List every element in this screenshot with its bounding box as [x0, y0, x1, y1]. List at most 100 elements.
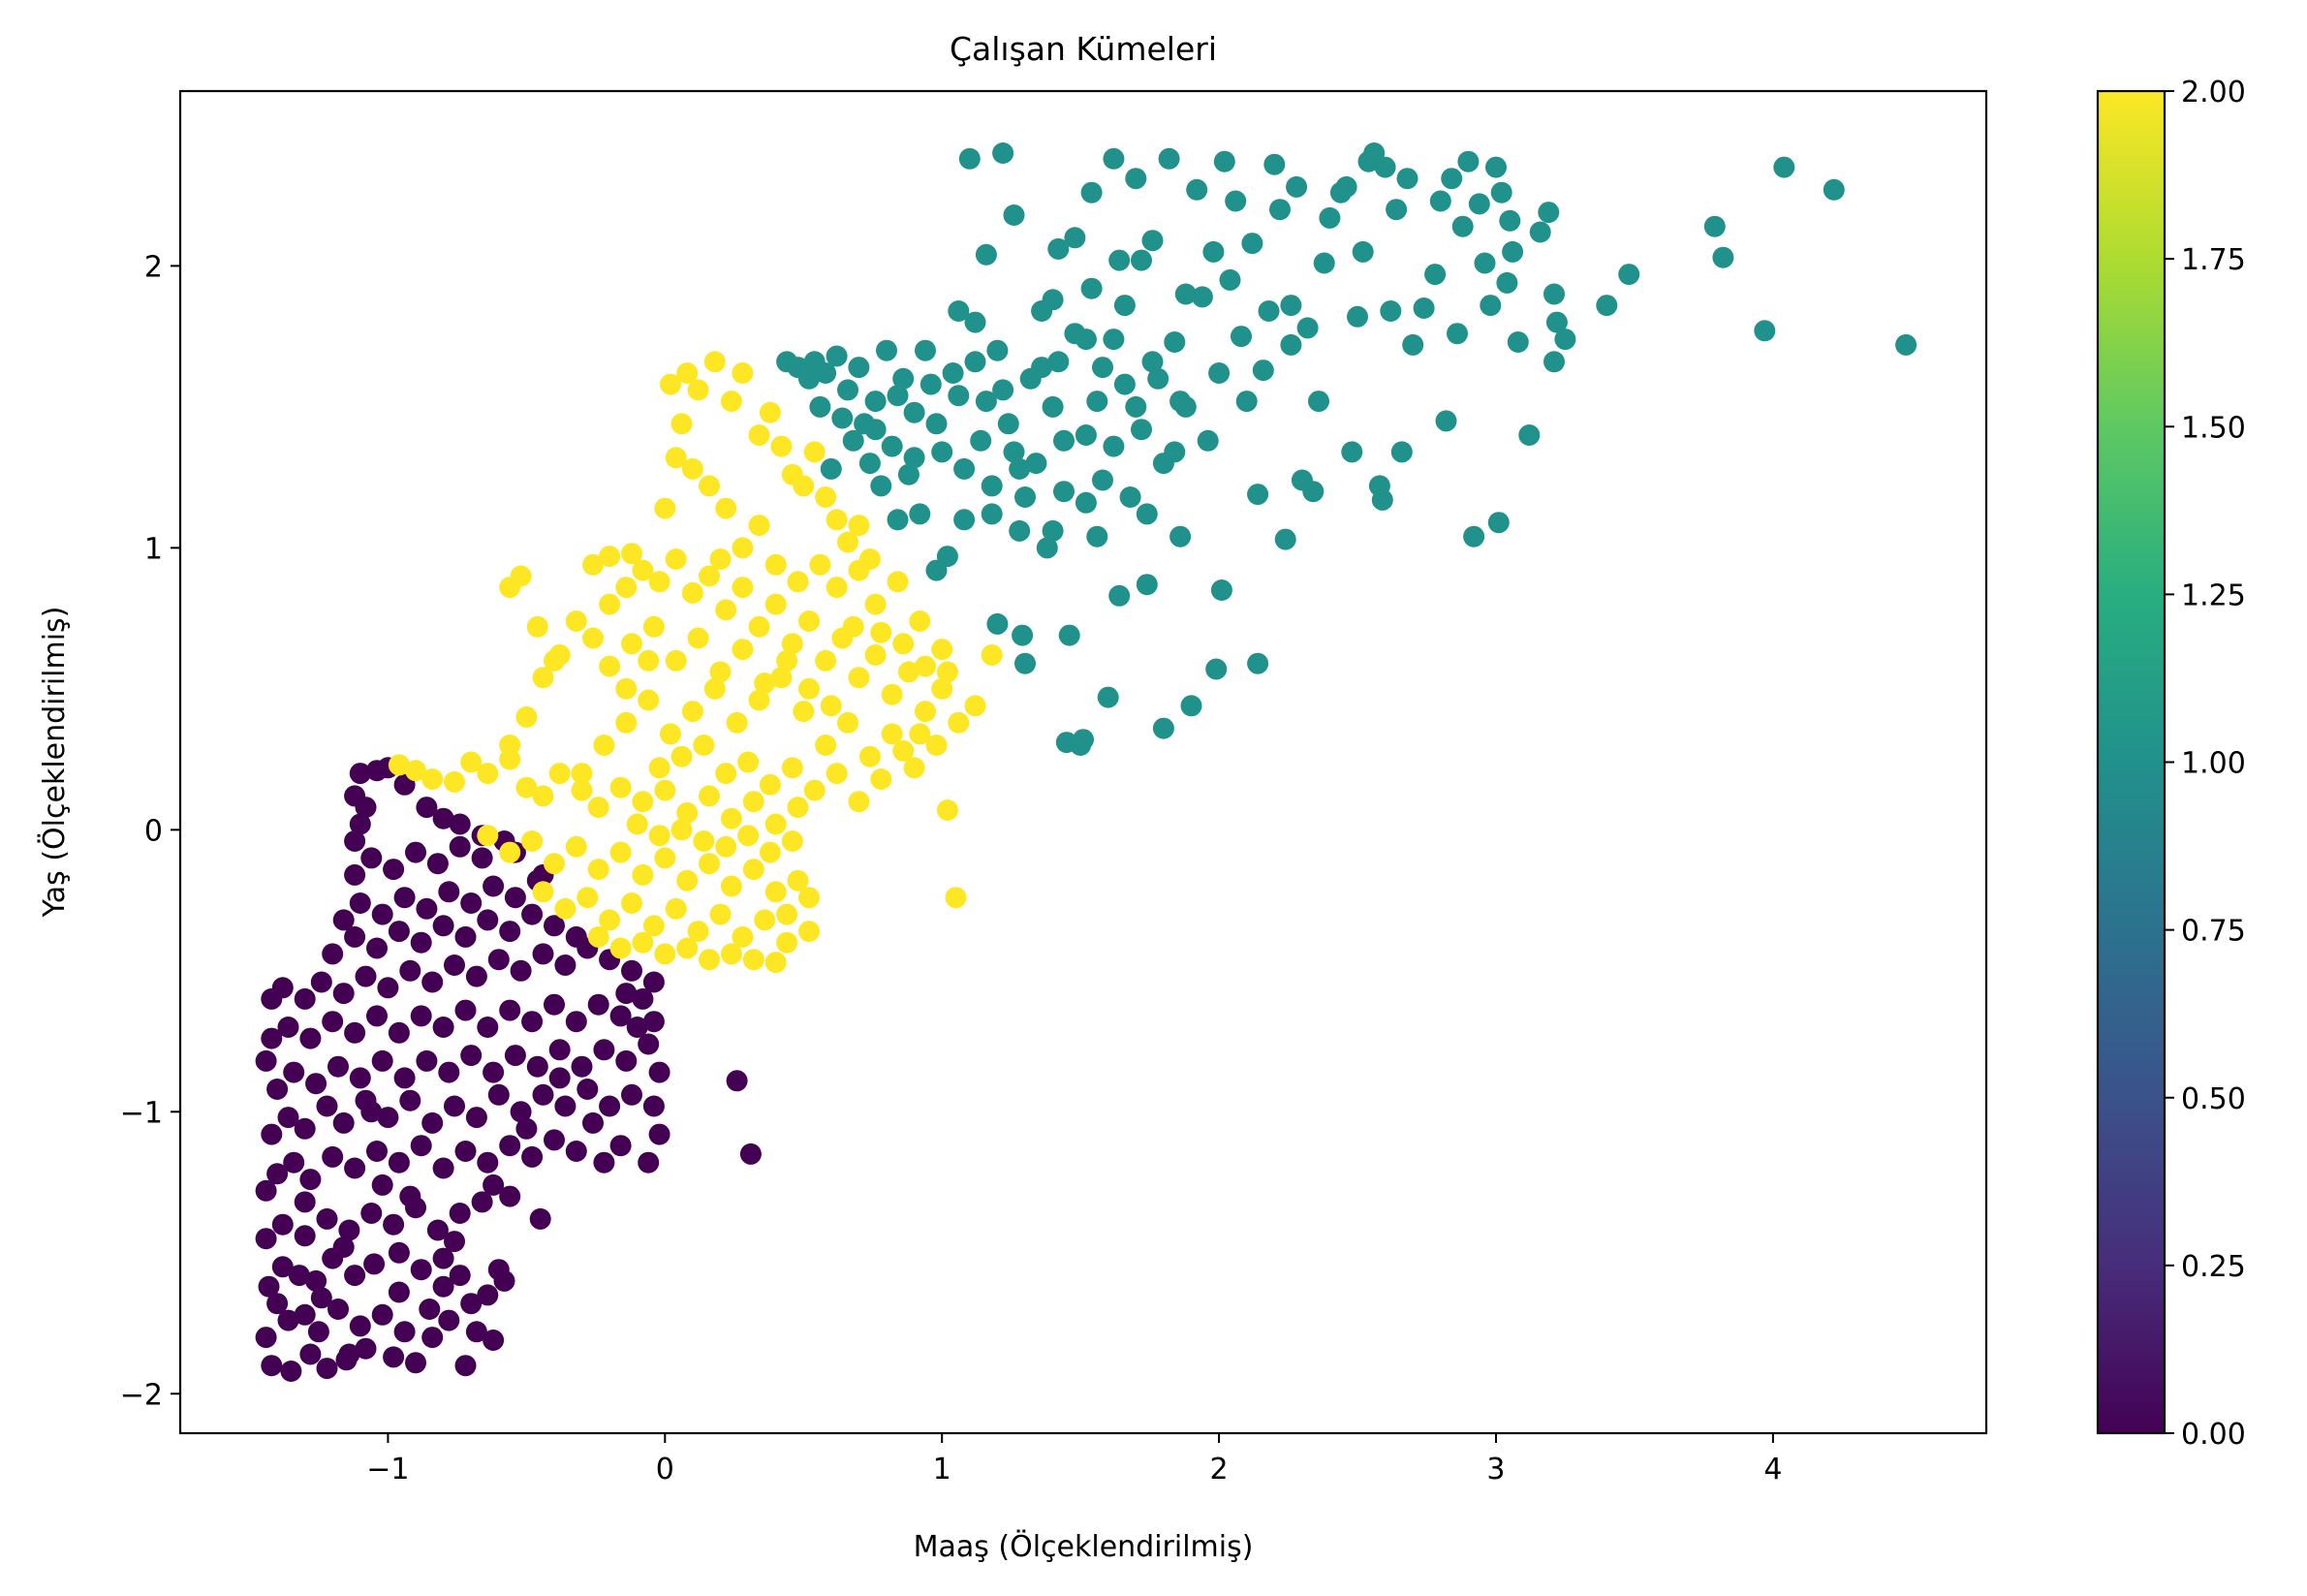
- data-point-cluster-0: [327, 1299, 349, 1320]
- data-point-cluster-0: [609, 1005, 632, 1027]
- data-point-cluster-2: [936, 661, 958, 683]
- data-point-cluster-1: [1543, 283, 1565, 305]
- data-point-cluster-1: [1269, 199, 1291, 221]
- data-point-cluster-2: [945, 887, 967, 909]
- data-point-cluster-2: [699, 565, 720, 587]
- data-point-cluster-0: [366, 1005, 388, 1027]
- data-point-cluster-2: [798, 677, 820, 700]
- x-tick-label: 0: [656, 1453, 674, 1486]
- data-point-cluster-0: [548, 1039, 571, 1061]
- data-point-cluster-0: [405, 1352, 426, 1374]
- data-point-cluster-1: [837, 379, 858, 401]
- data-point-cluster-2: [748, 615, 770, 638]
- data-point-cluster-1: [1543, 351, 1565, 373]
- data-point-cluster-0: [383, 1346, 405, 1368]
- data-point-cluster-2: [687, 921, 709, 943]
- data-point-cluster-2: [687, 627, 709, 649]
- data-point-cluster-2: [681, 457, 703, 480]
- data-point-cluster-0: [432, 807, 454, 829]
- data-point-cluster-2: [615, 677, 638, 700]
- data-point-cluster-1: [986, 612, 1009, 635]
- data-point-cluster-1: [1036, 537, 1058, 559]
- data-point-cluster-0: [638, 1033, 660, 1055]
- chart-title: Çalışan Kümeleri: [950, 30, 1217, 68]
- data-point-cluster-1: [1003, 204, 1025, 226]
- data-point-cluster-0: [316, 1358, 338, 1380]
- data-point-cluster-0: [544, 915, 565, 937]
- data-point-cluster-0: [283, 1151, 305, 1174]
- data-point-cluster-0: [726, 1070, 748, 1092]
- colorbar-tick-label: 0.50: [2181, 1082, 2246, 1116]
- data-point-cluster-1: [1058, 624, 1080, 646]
- data-point-cluster-0: [316, 1207, 338, 1230]
- data-point-cluster-2: [615, 711, 638, 734]
- data-point-cluster-2: [648, 757, 670, 779]
- data-point-cluster-1: [1390, 441, 1413, 463]
- data-point-cluster-0: [363, 1253, 386, 1275]
- data-point-cluster-0: [460, 1045, 483, 1067]
- data-point-cluster-1: [915, 339, 936, 361]
- data-point-cluster-1: [1191, 286, 1213, 308]
- data-point-cluster-1: [1131, 249, 1152, 271]
- data-point-cluster-1: [1213, 150, 1235, 172]
- data-point-cluster-1: [1823, 178, 1845, 201]
- data-point-cluster-1: [1468, 193, 1490, 215]
- data-point-cluster-0: [349, 763, 371, 785]
- data-point-cluster-0: [471, 1191, 493, 1213]
- data-point-cluster-0: [438, 1309, 460, 1331]
- data-point-cluster-1: [1895, 333, 1917, 356]
- data-point-cluster-0: [460, 1293, 483, 1315]
- data-point-cluster-0: [426, 1219, 449, 1241]
- data-point-cluster-2: [654, 779, 676, 801]
- y-tick-label: 2: [144, 250, 163, 284]
- data-point-cluster-2: [676, 801, 699, 824]
- data-point-cluster-1: [1169, 391, 1192, 413]
- data-point-cluster-0: [332, 1111, 355, 1134]
- data-point-cluster-1: [964, 351, 986, 373]
- data-point-cluster-0: [460, 892, 483, 914]
- data-point-cluster-1: [1296, 317, 1319, 339]
- data-point-cluster-1: [1347, 305, 1368, 328]
- data-point-cluster-0: [487, 1083, 510, 1106]
- data-point-cluster-2: [748, 424, 770, 446]
- data-point-cluster-0: [432, 1017, 454, 1038]
- data-point-cluster-1: [1596, 295, 1618, 317]
- data-point-cluster-0: [310, 971, 332, 993]
- data-point-cluster-0: [344, 830, 366, 852]
- data-point-cluster-2: [593, 735, 615, 756]
- data-point-cluster-1: [1210, 579, 1232, 601]
- data-point-cluster-0: [410, 931, 432, 954]
- data-point-cluster-0: [261, 1123, 283, 1145]
- data-point-cluster-1: [931, 441, 953, 463]
- data-point-cluster-1: [1205, 658, 1228, 680]
- data-point-cluster-0: [332, 1236, 355, 1258]
- data-point-cluster-2: [793, 475, 815, 497]
- data-point-cluster-1: [776, 351, 798, 373]
- data-point-cluster-2: [748, 689, 770, 711]
- data-point-cluster-0: [449, 813, 471, 835]
- data-point-cluster-0: [344, 925, 366, 948]
- data-point-cluster-1: [925, 413, 948, 435]
- data-point-cluster-2: [720, 391, 742, 413]
- data-point-cluster-0: [565, 1011, 587, 1033]
- data-point-cluster-1: [1113, 373, 1136, 395]
- data-point-cluster-2: [759, 773, 781, 796]
- data-point-cluster-1: [1319, 206, 1341, 229]
- data-point-cluster-0: [477, 1151, 499, 1174]
- data-point-cluster-1: [1247, 652, 1269, 674]
- data-point-cluster-1: [981, 475, 1003, 497]
- data-point-cluster-2: [681, 701, 703, 723]
- data-point-cluster-2: [599, 655, 621, 677]
- data-point-cluster-0: [454, 925, 477, 948]
- data-point-cluster-2: [925, 735, 948, 756]
- data-point-cluster-0: [532, 1083, 554, 1106]
- data-point-cluster-1: [864, 391, 887, 413]
- data-point-cluster-2: [776, 931, 798, 954]
- data-point-cluster-1: [1258, 300, 1280, 322]
- data-point-cluster-0: [258, 1275, 280, 1298]
- data-point-cluster-2: [732, 362, 754, 384]
- data-point-cluster-0: [432, 1275, 454, 1298]
- data-point-cluster-2: [726, 711, 748, 734]
- data-point-cluster-1: [1447, 323, 1468, 345]
